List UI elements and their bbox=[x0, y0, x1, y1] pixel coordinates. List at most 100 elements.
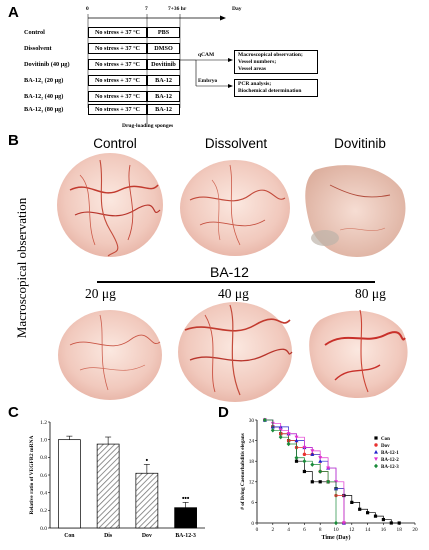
data-point bbox=[374, 450, 378, 454]
data-point bbox=[310, 462, 315, 467]
x-tick-label: BA-12-3 bbox=[175, 533, 196, 539]
data-point bbox=[310, 452, 315, 456]
x-tick-label: 10 bbox=[333, 527, 339, 533]
legend-label: Dov bbox=[381, 444, 390, 449]
photo-dovitinib bbox=[305, 165, 406, 257]
y-tick-label: 0.8 bbox=[40, 455, 47, 461]
bar bbox=[135, 472, 159, 529]
outcome-item: Vessel numbers; bbox=[238, 59, 277, 65]
x-tick-label: 8 bbox=[319, 527, 322, 533]
data-point bbox=[294, 438, 299, 443]
outcome-item: Biochemical determination bbox=[238, 88, 302, 94]
group-label: Dissolvent bbox=[24, 45, 52, 52]
data-point bbox=[326, 466, 331, 471]
x-tick-label: Dov bbox=[142, 533, 152, 539]
data-point bbox=[318, 469, 323, 474]
data-point bbox=[374, 443, 378, 447]
label-control: Control bbox=[93, 136, 137, 151]
bar-chart-vegfr2: 0.0 0.2 0.4 0.6 0.8 1.0 1.2 Relative ratio of V… bbox=[29, 420, 205, 539]
group-label: Dovitinib (40 μg) bbox=[24, 61, 70, 68]
x-tick-label: 6 bbox=[303, 527, 306, 533]
data-point bbox=[302, 469, 306, 474]
x-tick-label: 0 bbox=[256, 527, 259, 533]
legend-label: BA-12-1 bbox=[381, 451, 399, 456]
group-label: BA-12₃ (80 μg) bbox=[24, 106, 64, 113]
data-point bbox=[326, 479, 331, 484]
data-point bbox=[294, 455, 299, 460]
stress-box: No stress + 37 °C bbox=[88, 104, 147, 115]
y-tick-label: 24 bbox=[249, 438, 255, 444]
data-point bbox=[286, 432, 291, 436]
x-tick-label: Dis bbox=[104, 533, 113, 539]
data-point bbox=[350, 500, 354, 504]
y-tick-label: 0 bbox=[251, 521, 254, 527]
y-axis-label: Relative ratio of VEGFR2 mRNA bbox=[29, 435, 35, 514]
legend-label: BA-12-2 bbox=[381, 458, 399, 463]
panel-b-letter: B bbox=[8, 132, 19, 149]
data-point bbox=[358, 507, 362, 511]
data-point bbox=[302, 445, 307, 450]
group-label: BA-12₂ (40 μg) bbox=[24, 93, 64, 100]
qcam-outcomes-box: Macroscopical observation; Vessel number… bbox=[234, 50, 318, 74]
photo-ba12-20ug bbox=[58, 310, 162, 400]
stress-box: No stress + 37 °C bbox=[88, 27, 147, 38]
treat-box: BA-12 bbox=[147, 104, 180, 115]
stress-box: No stress + 37 °C bbox=[88, 59, 147, 70]
data-point bbox=[294, 435, 299, 440]
data-point bbox=[374, 463, 378, 469]
treat-box: PBS bbox=[147, 27, 180, 38]
y-axis-label: # of living Caenorhabditis elegans bbox=[240, 433, 246, 510]
panel-c-letter: C bbox=[8, 404, 19, 421]
x-tick-label: 20 bbox=[412, 527, 418, 533]
legend-label: Con bbox=[381, 437, 390, 442]
x-tick-label: 2 bbox=[271, 527, 274, 533]
stress-box: No stress + 37 °C bbox=[88, 75, 147, 86]
timeline-t0: 0 bbox=[86, 6, 89, 12]
x-tick-label: 18 bbox=[397, 527, 403, 533]
data-point bbox=[397, 521, 401, 525]
treat-box: BA-12 bbox=[147, 91, 180, 102]
series-line bbox=[264, 419, 400, 524]
data-point bbox=[302, 452, 307, 457]
y-tick-label: 0.0 bbox=[40, 526, 47, 532]
data-point bbox=[374, 436, 378, 440]
y-tick-label: 0.6 bbox=[40, 473, 47, 479]
data-point bbox=[318, 480, 322, 484]
y-tick-label: 0.4 bbox=[40, 490, 47, 496]
outcome-item: PCR analysis; bbox=[238, 81, 272, 87]
data-point bbox=[341, 521, 346, 525]
data-point bbox=[381, 517, 385, 522]
timeline-unit: Day bbox=[232, 6, 242, 12]
photo-ba12-80ug bbox=[309, 309, 408, 399]
photo-control bbox=[57, 153, 163, 257]
data-point bbox=[334, 520, 338, 526]
bar bbox=[96, 443, 120, 529]
data-point bbox=[310, 480, 314, 484]
data-point bbox=[278, 434, 283, 440]
outcome-item: Vessel areas bbox=[238, 66, 266, 72]
cam-photos bbox=[57, 153, 408, 402]
ba12-group-label: BA-12 bbox=[210, 264, 249, 280]
outcome-item: Macroscopical observation; bbox=[238, 52, 303, 58]
treat-box: DMSO bbox=[147, 43, 180, 54]
embryo-label: Embryo bbox=[198, 78, 218, 84]
data-point bbox=[286, 441, 291, 447]
y-tick-label: 0.2 bbox=[40, 508, 47, 514]
timeline-t7: 7 bbox=[145, 6, 148, 12]
data-point bbox=[318, 459, 323, 463]
data-point bbox=[302, 459, 307, 464]
data-point bbox=[389, 521, 393, 525]
panel-a-letter: A bbox=[8, 4, 19, 21]
stress-box: No stress + 37 °C bbox=[88, 91, 147, 102]
bar bbox=[58, 439, 81, 529]
y-tick-label: 30 bbox=[249, 418, 255, 424]
x-tick-label: 12 bbox=[349, 527, 355, 533]
data-point bbox=[366, 511, 370, 515]
data-point bbox=[373, 514, 378, 518]
y-tick-label: 1.0 bbox=[40, 437, 47, 443]
photo-dissolvent bbox=[180, 160, 290, 256]
y-tick-label: 1.2 bbox=[40, 420, 47, 426]
y-tick-label: 6 bbox=[251, 500, 254, 506]
data-point bbox=[294, 459, 299, 463]
